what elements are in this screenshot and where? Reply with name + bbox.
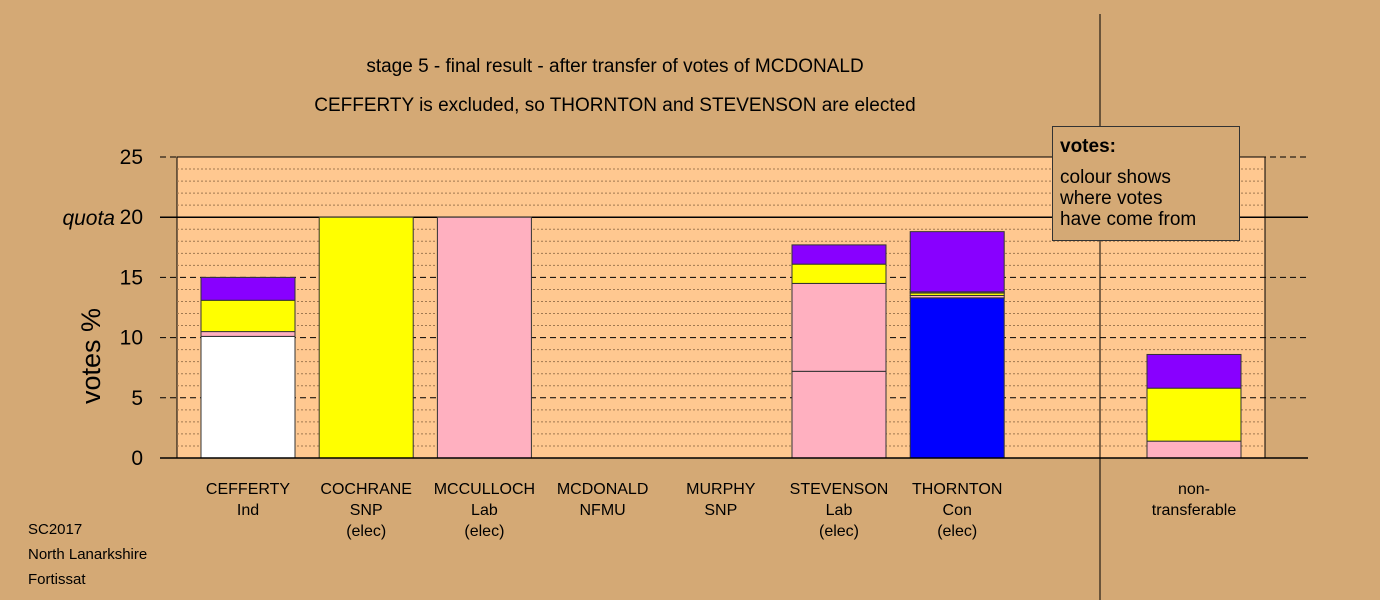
y-tick-label: 10 <box>120 327 143 350</box>
x-label-stevenson-party: Lab <box>826 502 853 519</box>
bar-non-transferable-segment <box>1146 387 1242 442</box>
bar-stevenson-segment <box>791 370 887 459</box>
bar-stevenson-segment <box>791 263 887 284</box>
x-label-murphy-party: SNP <box>704 502 737 519</box>
chart-subtitle: CEFFERTY is excluded, so THORNTON and ST… <box>314 95 916 116</box>
x-label-mcdonald-party: NFMU <box>579 502 625 519</box>
bar-stevenson-segment <box>791 282 887 372</box>
chart-title: stage 5 - final result - after transfer … <box>366 56 863 77</box>
legend-line-3: have come from <box>1060 209 1197 230</box>
x-label-cochrane: COCHRANE <box>320 481 412 498</box>
x-label-thornton: THORNTON <box>912 481 1002 498</box>
legend-box: votes: colour shows where votes have com… <box>1052 126 1240 241</box>
y-tick-label: 20 <box>120 206 143 229</box>
x-label-mcculloch-note: (elec) <box>464 523 504 540</box>
legend-title: votes: <box>1060 136 1116 157</box>
y-tick-label: 15 <box>120 266 143 289</box>
y-tick-label: 25 <box>120 146 143 169</box>
x-label-non-transferable: transferable <box>1152 502 1237 519</box>
x-label-thornton-party: Con <box>943 502 972 519</box>
axis-layer: 0 5 10 15 20 25 CEFFERTY Ind COCHRANE SNP (elec) MC… <box>120 14 1308 600</box>
legend-line-1: colour shows <box>1060 167 1171 188</box>
bar-cefferty-segment <box>200 331 296 337</box>
quota-label: quota <box>62 207 115 230</box>
x-label-murphy: MURPHY <box>686 481 756 498</box>
bar-layer <box>200 216 1242 459</box>
x-label-mcculloch-party: Lab <box>471 502 498 519</box>
x-label-non-transferable: non- <box>1178 481 1210 498</box>
y-tick-label: 0 <box>131 447 143 470</box>
x-label-cochrane-party: SNP <box>350 502 383 519</box>
bar-mcculloch-segment <box>436 216 532 459</box>
bar-thornton-segment <box>909 231 1005 293</box>
x-label-stevenson: STEVENSON <box>790 481 889 498</box>
bar-cefferty-segment <box>200 335 296 459</box>
x-label-cefferty-party: Ind <box>237 502 259 519</box>
x-label-cefferty: CEFFERTY <box>206 481 290 498</box>
x-label-cochrane-note: (elec) <box>346 523 386 540</box>
x-label-mcculloch: MCCULLOCH <box>434 481 535 498</box>
x-label-stevenson-note: (elec) <box>819 523 859 540</box>
x-label-thornton-note: (elec) <box>937 523 977 540</box>
footer-election: SC2017 <box>28 521 83 538</box>
y-axis-label: votes % <box>76 308 106 404</box>
bar-non-transferable-segment <box>1146 440 1242 459</box>
legend-line-2: where votes <box>1060 188 1163 209</box>
bar-cefferty-segment <box>200 299 296 333</box>
x-label-mcdonald: MCDONALD <box>557 481 649 498</box>
bar-cefferty-segment <box>200 276 296 301</box>
footer-council: North Lanarkshire <box>28 546 148 563</box>
footer-ward: Fortissat <box>28 571 86 588</box>
bar-stevenson-segment <box>791 244 887 265</box>
bar-non-transferable-segment <box>1146 353 1242 389</box>
bar-cochrane-segment <box>318 216 414 459</box>
bar-thornton-segment <box>909 297 1005 459</box>
y-tick-label: 5 <box>131 387 143 410</box>
